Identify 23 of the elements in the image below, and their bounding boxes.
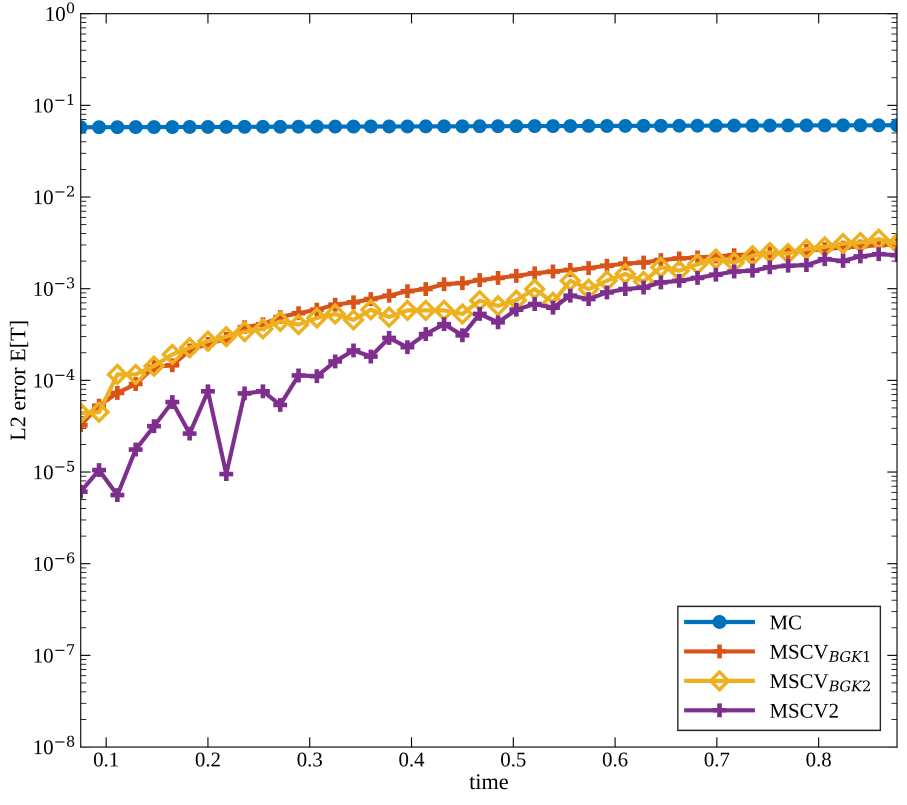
x-tick-label: 0.4 [399,752,424,767]
y-tick-label: 10$^{−1}$ [34,94,74,113]
x-tick-label: 0.6 [602,752,628,767]
legend-label: MSCV2 [770,704,838,718]
y-tick-label: 10$^{−7}$ [34,644,74,663]
y-axis-title: L2 error E[T] [10,322,28,440]
y-tick-label: 10$^{−6}$ [34,552,74,571]
x-tick-label: 0.3 [298,752,322,767]
y-tick-label: 10$^{−8}$ [34,736,74,754]
x-tick-label: 0.7 [704,752,730,767]
x-tick-label: 0.5 [501,752,526,767]
x-tick-label: 0.2 [196,752,220,767]
y-tick-label: 10$^{−3}$ [34,277,74,296]
y-tick-label: 10$^{−5}$ [34,460,74,480]
legend-label: MSCV$_{BGK2}$ [770,674,870,692]
y-tick-label: 10$^{0}$ [46,2,74,21]
legend-label: MSCV$_{BGK1}$ [770,644,870,662]
legend-label: MC [770,615,801,630]
x-tick-label: 0.1 [94,752,118,767]
y-tick-label: 10$^{−4}$ [34,369,75,388]
x-axis-title: time [469,774,508,790]
y-tick-label: 10$^{−2}$ [34,186,74,204]
x-tick-label: 0.8 [806,752,831,767]
